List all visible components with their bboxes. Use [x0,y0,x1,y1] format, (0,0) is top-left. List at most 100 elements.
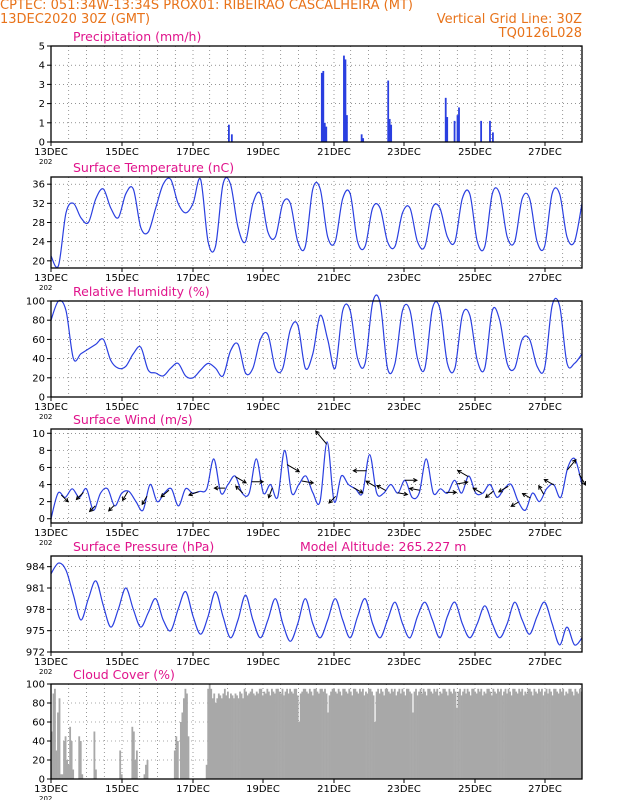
cloud-cover-bar [475,693,478,779]
cloud-cover-bar [143,774,146,780]
cloud-cover-bar [240,693,243,779]
cloud-cover-bar [187,736,190,780]
cloud-cover-bar [352,688,355,780]
x-tick-label: 17DEC [176,147,210,158]
cloud-cover-bar [407,688,410,780]
cloud-cover-bar [181,712,184,779]
x-year-label: 202 [39,413,52,421]
y-tick-label: 981 [26,584,45,595]
cloud-cover-bar [387,691,390,779]
x-tick-label: 25DEC [458,657,492,668]
cloud-cover-bar [446,695,449,779]
cloud-cover-bar [242,698,244,780]
cloud-cover-bar [533,688,536,780]
precip-bar [362,138,365,142]
cloud-cover-bar [278,691,281,779]
wind-arrow [397,491,409,497]
cloud-cover-bar [363,695,366,779]
y-tick-label: 10 [32,429,45,440]
cloud-cover-bar [51,731,53,779]
y-tick-label: 28 [32,218,45,229]
x-tick-label: 17DEC [176,273,210,284]
y-tick-label: 1 [39,118,45,129]
cloud-cover-bar [401,688,404,780]
cloud-cover-bar [381,691,384,779]
cloud-cover-bar [544,691,546,779]
cloud-cover-bar [541,688,543,780]
y-tick-label: 100 [26,680,45,691]
cloud-cover-bar [95,769,97,779]
cloud-cover-bar [524,691,527,779]
cloud-cover-bar [52,693,55,779]
cloud-cover-bar [284,691,287,779]
cloud-cover-bar [547,693,549,779]
cloud-cover-bar [562,688,565,780]
cloud-cover-bar [439,691,442,779]
cloud-cover-bar [466,688,469,780]
cloud-cover-bar [182,698,185,780]
pres-panel [47,555,583,656]
x-tick-label: 27DEC [528,273,562,284]
cloud-cover-bar [450,691,452,779]
cloud-cover-bar [246,695,249,779]
wind-panel [47,428,587,527]
x-tick-label: 25DEC [458,147,492,158]
cloud-cover-bar [173,750,176,779]
cloud-cover-bar [545,688,548,780]
cloud-cover-bar [186,693,188,779]
y-tick-label: 984 [26,562,45,573]
cloud-cover-bar [553,688,555,780]
cloud-frame [50,683,583,780]
cloud-cover-bar [93,731,96,779]
wind-arrow [521,492,531,499]
wind-arrow [566,458,577,471]
cloud-cover-bar [289,688,292,780]
cloud-cover-bar [81,774,84,780]
rh-title: Relative Humidity (%) [73,284,210,299]
wind-arrow [456,480,469,485]
wind-arrow [352,468,367,474]
x-tick-label: 13DEC [34,147,68,158]
cloud-cover-bar [402,691,405,779]
y-tick-label: 0 [39,138,45,149]
cloud-cover-bar [342,688,345,780]
cloud-cover-bar [313,688,316,780]
cloud-cover-bar [343,688,346,780]
cloud-cover-bar [132,731,135,779]
cloud-cover-bar [55,750,58,779]
cloud-cover-bar [374,722,376,779]
cloud-cover-bar [249,691,252,779]
cloud-cover-bar [457,691,460,779]
cloud-cover-bar [267,691,270,779]
cloud-cover-bar [351,695,354,779]
cloud-cover-bar [135,750,138,779]
cloud-cover-bar [321,688,323,780]
wind-arrow [88,505,96,513]
cloud-cover-bar [260,688,263,780]
cloud-cover-bar [175,736,178,780]
cloud-cover-bar [245,691,248,779]
cloud-cover-bar [392,691,395,779]
cloud-cover-bar [571,691,574,779]
cloud-cover-bar [362,688,364,780]
cloud-cover-bar [377,688,380,780]
cloud-cover-bar [569,688,572,780]
cloud-cover-bar [494,691,496,779]
wind-arrow [188,491,199,497]
precip-bar [343,55,345,142]
cloud-cover-bar [372,695,375,779]
cloud-cover-bar [54,688,56,780]
precip-bar [489,120,491,142]
cloud-cover-bar [469,695,472,779]
cloud-cover-bar [339,691,342,779]
cloud-cover-bar [214,703,217,779]
cloud-cover-bar [477,688,480,780]
wind-arrow [301,480,315,485]
cloud-cover-bar [299,693,302,779]
cloud-cover-bar [119,750,122,779]
cloud-cover-bar [460,695,463,779]
y-tick-label: 8 [39,446,45,457]
cloud-cover-bar [67,764,70,780]
cloud-cover-bar [409,691,411,779]
cloud-cover-bar [568,688,571,780]
